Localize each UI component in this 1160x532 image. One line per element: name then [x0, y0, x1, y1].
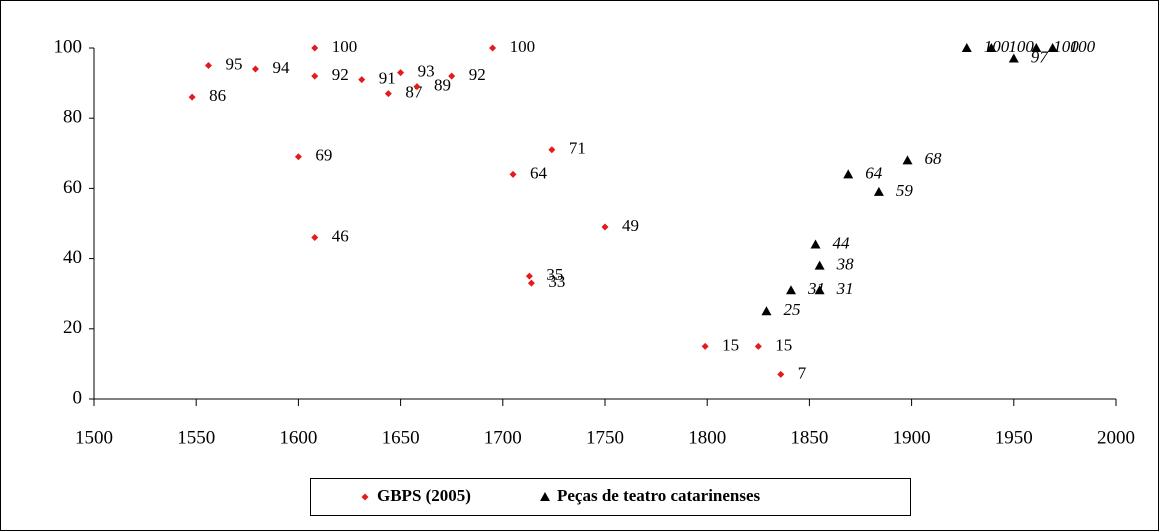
y-tick-label: 0 [73, 387, 83, 408]
data-label: 46 [332, 226, 349, 245]
x-tick-label: 1800 [688, 427, 726, 448]
point [448, 72, 456, 80]
point [961, 43, 972, 52]
data-label: 89 [434, 76, 451, 95]
point [754, 342, 762, 350]
data-label: 100 [1053, 37, 1079, 56]
y-tick-label: 40 [63, 247, 82, 268]
x-tick-label: 1550 [177, 427, 215, 448]
data-label: 95 [225, 54, 242, 73]
x-tick-label: 1650 [382, 427, 420, 448]
data-label: 38 [836, 255, 855, 274]
data-label: 35 [546, 265, 563, 284]
data-label: 86 [209, 86, 226, 105]
point [525, 272, 533, 280]
point [902, 155, 913, 165]
data-label: 64 [530, 163, 548, 182]
point [810, 239, 821, 249]
data-label: 31 [807, 279, 825, 298]
point [358, 76, 366, 84]
point [509, 170, 517, 178]
data-label: 15 [722, 335, 739, 354]
data-label: 44 [833, 233, 851, 252]
point [1008, 53, 1019, 63]
point [701, 342, 709, 350]
data-label: 93 [418, 61, 435, 80]
point [548, 146, 556, 154]
data-label: 59 [896, 181, 914, 200]
point [873, 186, 884, 196]
y-tick-label: 80 [63, 107, 82, 128]
x-tick-label: 1900 [893, 427, 931, 448]
data-label: 100 [1008, 37, 1034, 56]
data-label: 97 [1031, 47, 1050, 66]
point [601, 223, 609, 231]
point [1047, 43, 1058, 52]
point [1031, 43, 1042, 52]
data-label: 49 [622, 216, 639, 235]
point [311, 234, 319, 242]
y-tick-label: 100 [54, 36, 83, 57]
legend-label: Peças de teatro catarinenses [557, 486, 761, 505]
data-label: 31 [836, 279, 854, 298]
point [311, 44, 319, 52]
point [986, 43, 997, 52]
x-tick-label: 1700 [484, 427, 522, 448]
data-label: 92 [332, 65, 349, 84]
legend-label: GBPS (2005) [377, 486, 471, 505]
legend-marker [540, 492, 550, 501]
point [397, 69, 405, 77]
point [761, 306, 772, 316]
point [251, 65, 259, 73]
x-tick-label: 2000 [1097, 427, 1135, 448]
y-tick-label: 20 [63, 317, 82, 338]
data-label: 64 [865, 163, 883, 182]
legend-box [310, 478, 911, 516]
point [814, 260, 825, 270]
point [188, 93, 196, 101]
data-label: 33 [548, 272, 565, 291]
data-label: 15 [775, 335, 792, 354]
data-label: 87 [405, 83, 423, 102]
data-label: 92 [469, 65, 486, 84]
data-label: 100 [984, 37, 1010, 56]
data-label: 100 [332, 37, 358, 56]
x-tick-label: 1950 [995, 427, 1033, 448]
data-label: 68 [925, 149, 943, 168]
point [489, 44, 497, 52]
point [814, 285, 825, 295]
legend-marker [361, 493, 369, 501]
data-label: 69 [315, 146, 332, 165]
point [384, 90, 392, 98]
point [311, 72, 319, 80]
data-label: 91 [379, 68, 396, 87]
x-tick-label: 1850 [790, 427, 828, 448]
x-tick-label: 1750 [586, 427, 624, 448]
y-tick-label: 60 [63, 177, 82, 198]
point [777, 370, 785, 378]
point [294, 153, 302, 161]
point [527, 279, 535, 287]
point [413, 83, 421, 91]
point [204, 62, 212, 70]
point [843, 169, 854, 179]
data-label: 100 [1070, 37, 1096, 56]
data-label: 100 [510, 37, 535, 56]
data-label: 25 [783, 300, 800, 319]
x-tick-label: 1500 [75, 427, 113, 448]
x-tick-label: 1600 [279, 427, 317, 448]
point [786, 285, 797, 295]
data-label: 94 [272, 58, 290, 77]
data-label: 71 [569, 139, 586, 158]
data-label: 7 [798, 363, 807, 382]
